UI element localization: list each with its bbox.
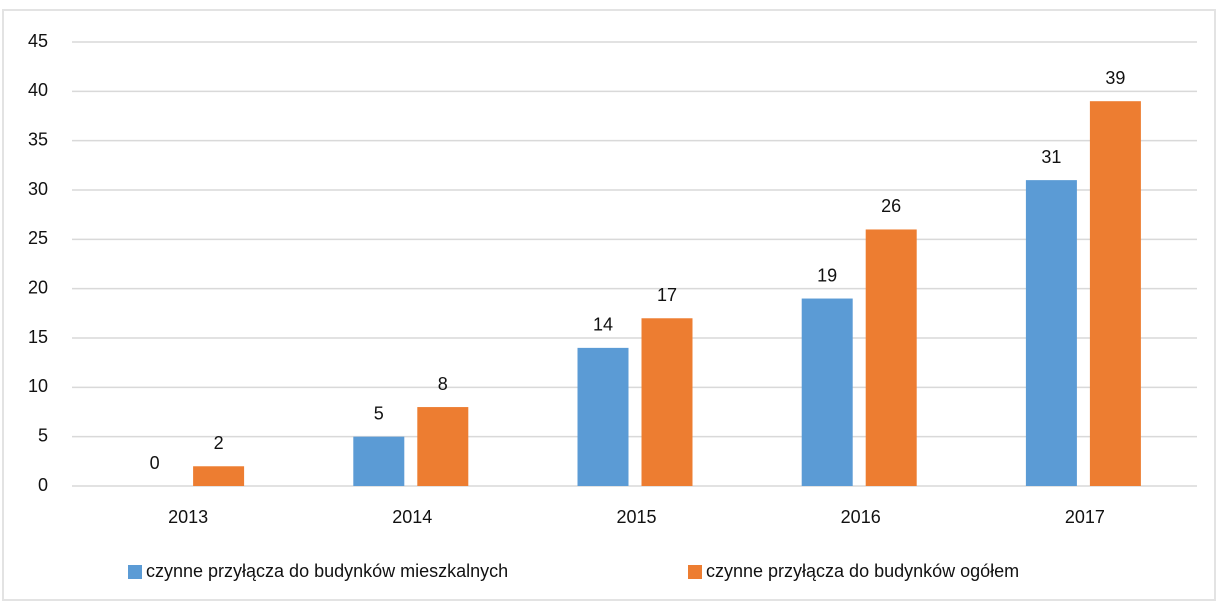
data-label: 17	[657, 285, 677, 305]
y-tick-label: 10	[28, 376, 48, 396]
data-label: 39	[1105, 68, 1125, 88]
data-label: 14	[593, 315, 613, 335]
y-tick-label: 5	[38, 425, 48, 445]
y-tick-label: 15	[28, 327, 48, 347]
data-label: 26	[881, 196, 901, 216]
chart-border	[2, 9, 1216, 601]
legend-swatch	[128, 565, 142, 579]
bar	[1089, 101, 1141, 486]
x-tick-label: 2015	[616, 507, 656, 527]
y-tick-label: 0	[38, 475, 48, 495]
data-label: 5	[374, 403, 384, 423]
x-tick-label: 2017	[1065, 507, 1105, 527]
y-tick-label: 35	[28, 129, 48, 149]
legend-label: czynne przyłącza do budynków ogółem	[706, 561, 1019, 581]
bar	[193, 466, 245, 486]
x-tick-label: 2014	[392, 507, 432, 527]
data-label: 2	[214, 433, 224, 453]
bar	[1025, 180, 1077, 486]
bar	[417, 407, 469, 486]
data-label: 0	[150, 453, 160, 473]
bar	[353, 436, 405, 486]
data-label: 31	[1041, 147, 1061, 167]
y-tick-label: 40	[28, 80, 48, 100]
x-tick-label: 2016	[841, 507, 881, 527]
bar	[577, 347, 629, 486]
y-tick-label: 25	[28, 228, 48, 248]
legend-label: czynne przyłącza do budynków mieszkalnyc…	[146, 561, 508, 581]
y-tick-label: 30	[28, 179, 48, 199]
data-label: 8	[438, 374, 448, 394]
bar	[865, 229, 917, 486]
bar	[641, 318, 693, 486]
data-label: 19	[817, 265, 837, 285]
bar	[801, 298, 853, 486]
y-tick-label: 45	[28, 31, 48, 51]
y-tick-label: 20	[28, 277, 48, 297]
x-tick-label: 2013	[168, 507, 208, 527]
legend-swatch	[688, 565, 702, 579]
